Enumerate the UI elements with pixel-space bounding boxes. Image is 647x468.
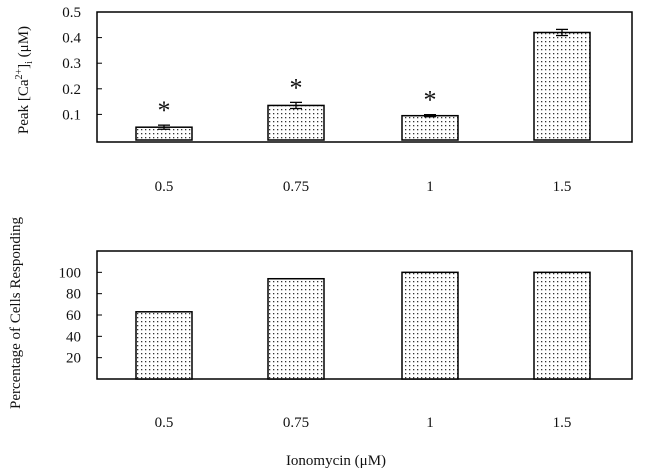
- chart-bottom-y-ticks: 20 40 60 80 100: [59, 265, 102, 367]
- top-significance-star: *: [158, 96, 171, 125]
- top-bar: [401, 114, 459, 141]
- chart-top-significance-marks: * * *: [158, 73, 437, 125]
- bot-y-tick-label: 60: [66, 308, 81, 324]
- bot-category-label: 1: [426, 415, 434, 431]
- bot-y-tick-label: 100: [59, 265, 82, 281]
- top-y-tick-label: 0.5: [62, 5, 81, 21]
- chart-bottom-category-labels: 0.5 0.75 1 1.5: [155, 415, 572, 431]
- bot-category-label: 0.75: [283, 415, 309, 431]
- bot-y-tick-label: 80: [66, 287, 81, 303]
- chart-top-error-bars: [158, 28, 568, 130]
- chart-top-y-axis-title: Peak [Ca2+]i (μM): [14, 26, 35, 134]
- top-significance-star: *: [424, 86, 437, 115]
- top-category-label: 1: [426, 179, 434, 195]
- top-y-tick-label: 0.2: [62, 82, 81, 98]
- top-bar: [533, 31, 591, 141]
- chart-bottom-x-axis-title: Ionomycin (μM): [286, 453, 386, 468]
- top-bar: [267, 104, 325, 141]
- top-y-tick-label: 0.3: [62, 56, 81, 72]
- chart-top: 0.1 0.2 0.3 0.4 0.5 * * * 0.5 0.75 1 1.5 Peak [Ca…: [14, 5, 633, 195]
- chart-top-y-ticks: 0.1 0.2 0.3 0.4 0.5: [62, 5, 102, 123]
- chart-bottom-y-axis-title: Percentage of Cells Responding: [8, 216, 24, 409]
- bot-bar: [401, 271, 459, 380]
- top-significance-star: *: [290, 73, 303, 102]
- top-category-label: 1.5: [553, 179, 572, 195]
- chart-top-frame: [96, 11, 633, 143]
- bot-category-label: 1.5: [553, 415, 572, 431]
- chart-bottom-bars: [135, 271, 591, 380]
- bot-y-tick-label: 40: [66, 329, 81, 345]
- chart-top-bars: [135, 31, 591, 141]
- top-y-tick-label: 0.1: [62, 107, 81, 123]
- top-category-label: 0.75: [283, 179, 309, 195]
- chart-top-category-labels: 0.5 0.75 1 1.5: [155, 179, 572, 195]
- bot-bar: [267, 277, 325, 380]
- top-category-label: 0.5: [155, 179, 174, 195]
- bot-y-tick-label: 20: [66, 351, 81, 367]
- bot-bar: [135, 311, 193, 380]
- bot-bar: [533, 271, 591, 380]
- bot-category-label: 0.5: [155, 415, 174, 431]
- chart-bottom: 20 40 60 80 100 0.5 0.75 1 1.5 Percentage of Ce…: [8, 216, 633, 468]
- top-y-tick-label: 0.4: [62, 31, 81, 47]
